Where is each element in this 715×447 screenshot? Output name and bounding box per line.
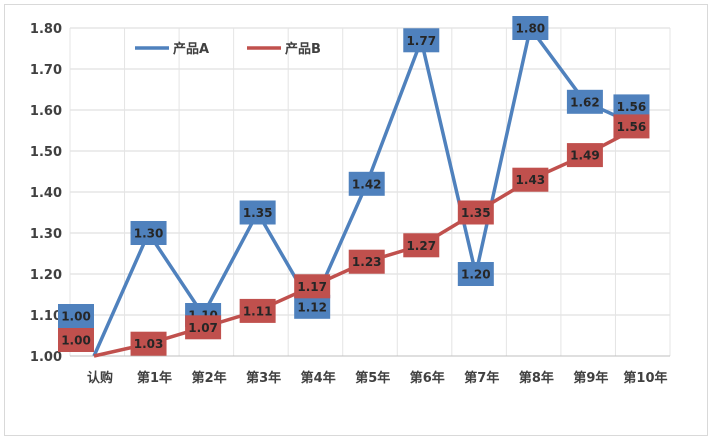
data-label-box: [348, 249, 385, 274]
x-tick-label: 第1年: [137, 370, 172, 386]
data-label-text: 1.12: [297, 300, 327, 314]
data-label-text: 1.11: [243, 304, 273, 318]
x-tick-label: 第8年: [519, 370, 554, 386]
legend-label: 产品A: [173, 41, 209, 57]
data-label-box: [512, 16, 549, 40]
data-labels: 1.001.301.101.351.121.421.771.201.801.62…: [58, 16, 650, 356]
y-axis: 1.00 1.10 1.20 1.30 1.40 1.50 1.60 1.70 1.80: [30, 22, 62, 365]
data-label: 1.49: [566, 143, 603, 168]
data-label: 1.35: [457, 200, 494, 225]
x-tick-label: 第7年: [464, 370, 499, 386]
data-label: 1.00: [58, 304, 94, 328]
data-label-box: [185, 315, 222, 340]
data-label: 1.56: [613, 114, 650, 139]
data-label-box: [403, 28, 440, 53]
y-tick-label: 1.00: [30, 350, 62, 365]
y-tick-label: 1.80: [30, 22, 62, 37]
data-label-box: [457, 262, 494, 286]
y-tick-label: 1.60: [30, 104, 62, 119]
data-label-text: 1.17: [297, 280, 327, 294]
data-label-text: 1.20: [461, 268, 491, 282]
data-label-box: [58, 304, 94, 328]
data-label-box: [348, 171, 385, 196]
legend: 产品A 产品B: [135, 41, 321, 57]
data-label-box: [457, 200, 494, 225]
data-label: 1.07: [185, 315, 222, 340]
data-label: 1.77: [403, 28, 440, 53]
y-tick-label: 1.40: [30, 186, 62, 201]
data-label-box: [613, 114, 650, 139]
data-label-text: 1.62: [570, 95, 600, 109]
data-label: 1.00: [58, 328, 94, 352]
x-tick-label: 第2年: [192, 370, 227, 386]
y-tick-label: 1.70: [30, 63, 62, 78]
x-tick-label: 第6年: [410, 370, 445, 386]
y-tick-label: 1.50: [30, 145, 62, 160]
data-label-text: 1.07: [188, 321, 218, 335]
data-label-box: [239, 200, 276, 225]
series-line-b: [93, 124, 641, 358]
data-label-text: 1.00: [61, 334, 91, 348]
x-tick-label: 第10年: [623, 370, 667, 386]
data-label: 1.30: [130, 221, 167, 245]
data-label-text: 1.35: [461, 206, 491, 220]
x-tick-label: 第3年: [246, 370, 281, 386]
data-label-box: [566, 143, 603, 168]
data-label-text: 1.00: [61, 310, 91, 324]
x-tick-label: 第4年: [301, 370, 336, 386]
y-tick-label: 1.30: [30, 227, 62, 242]
y-tick-label: 1.10: [30, 309, 62, 324]
data-label: 1.43: [512, 167, 549, 192]
data-label-text: 1.42: [352, 177, 382, 191]
data-label: 1.80: [512, 16, 549, 40]
data-label: 1.42: [348, 171, 385, 196]
data-label-text: 1.49: [570, 149, 600, 163]
chart-frame: [4, 4, 708, 436]
x-tick-label: 认购: [87, 370, 113, 386]
data-label-text: 1.27: [406, 239, 436, 253]
data-label-box: [566, 89, 603, 114]
data-label: 1.35: [239, 200, 276, 225]
data-label-box: [130, 331, 167, 356]
data-label: 1.62: [566, 89, 603, 114]
data-label-box: [239, 298, 276, 323]
data-label: 1.12: [294, 294, 331, 319]
data-label-box: [403, 233, 440, 258]
data-label-text: 1.35: [243, 206, 273, 220]
data-label-box: [294, 294, 331, 319]
data-label-text: 1.43: [516, 173, 546, 187]
data-label-text: 1.56: [617, 100, 647, 114]
data-label: 1.17: [294, 274, 331, 299]
data-label: 1.11: [239, 298, 276, 323]
data-label-box: [294, 274, 331, 299]
data-label: 1.20: [457, 262, 494, 286]
data-label-text: 1.80: [516, 22, 546, 36]
data-label-box: [58, 328, 94, 352]
data-label-text: 1.03: [134, 337, 164, 351]
data-label: 1.23: [348, 249, 385, 274]
data-label: 1.03: [130, 331, 167, 356]
x-tick-label: 第5年: [355, 370, 390, 386]
data-label-text: 1.77: [406, 34, 436, 48]
data-label: 1.27: [403, 233, 440, 258]
legend-label: 产品B: [285, 41, 321, 57]
data-label-box: [512, 167, 549, 192]
x-tick-label: 第9年: [573, 370, 608, 386]
data-label-text: 1.56: [617, 120, 647, 134]
x-axis: 认购 第1年 第2年 第3年 第4年 第5年 第6年 第7年 第8年 第9年 第10年: [70, 355, 670, 386]
y-tick-label: 1.20: [30, 268, 62, 283]
data-label-text: 1.23: [352, 255, 382, 269]
data-label-text: 1.30: [134, 227, 164, 241]
data-label-box: [130, 221, 167, 245]
